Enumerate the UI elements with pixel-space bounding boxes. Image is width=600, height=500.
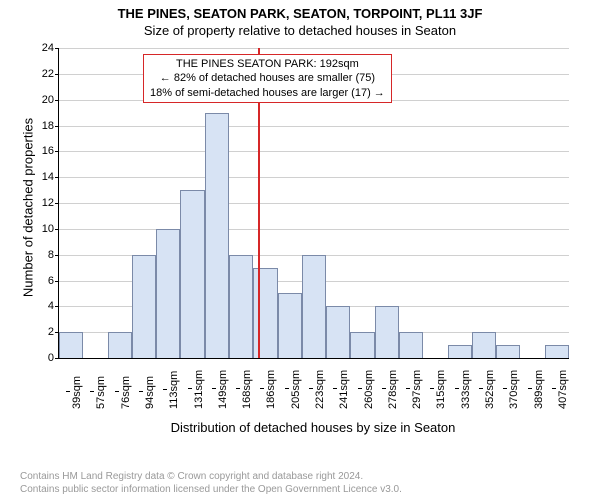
x-tick: 260sqm (363, 370, 375, 409)
x-axis-label: Distribution of detached houses by size … (58, 420, 568, 435)
y-tick: 6 (2, 275, 54, 287)
y-tick: 14 (2, 171, 54, 183)
histogram-bar (399, 332, 423, 358)
x-tick-container: 39sqm 57sqm 76sqm 94sqm 113sqm 131sqm 149sqm 16… (58, 364, 568, 424)
chart-subtitle: Size of property relative to detached ho… (0, 21, 600, 38)
annotation-box: THE PINES SEATON PARK: 192sqm ← 82% of d… (143, 54, 392, 103)
y-tick: 22 (2, 68, 54, 80)
chart-title: THE PINES, SEATON PARK, SEATON, TORPOINT… (0, 0, 600, 21)
histogram-bar (326, 306, 350, 358)
x-tick: 389sqm (533, 370, 545, 409)
y-tick: 0 (2, 352, 54, 364)
y-tick: 2 (2, 326, 54, 338)
footer-line-2: Contains public sector information licen… (20, 483, 402, 496)
histogram-bar (108, 332, 132, 358)
x-tick: 149sqm (217, 370, 229, 409)
gridline (59, 48, 569, 49)
y-tick: 4 (2, 300, 54, 312)
x-tick: 76sqm (120, 376, 132, 409)
histogram-bar (253, 268, 277, 358)
x-tick: 370sqm (508, 370, 520, 409)
x-tick: 168sqm (241, 370, 253, 409)
histogram-bar (156, 229, 180, 358)
histogram-bar (59, 332, 83, 358)
y-tick: 18 (2, 120, 54, 132)
histogram-bar (472, 332, 496, 358)
histogram-bar (229, 255, 253, 358)
annotation-line-1: THE PINES SEATON PARK: 192sqm (150, 57, 385, 71)
y-tick-container: 024681012141618202224 (0, 48, 58, 358)
x-tick: 241sqm (338, 370, 350, 409)
gridline (59, 203, 569, 204)
x-tick: 205sqm (290, 370, 302, 409)
x-tick: 57sqm (95, 376, 107, 409)
y-tick: 12 (2, 197, 54, 209)
histogram-bar (205, 113, 229, 358)
x-tick: 352sqm (484, 370, 496, 409)
histogram-bar (180, 190, 204, 358)
y-tick: 20 (2, 94, 54, 106)
x-tick: 131sqm (193, 370, 205, 409)
y-tick: 24 (2, 42, 54, 54)
x-tick: 94sqm (144, 376, 156, 409)
x-tick: 113sqm (168, 371, 180, 409)
x-tick: 333sqm (460, 370, 472, 409)
histogram-bar (350, 332, 374, 358)
histogram-bar (132, 255, 156, 358)
y-tick: 16 (2, 145, 54, 157)
x-tick: 297sqm (411, 370, 423, 409)
histogram-bar (375, 306, 399, 358)
x-tick: 315sqm (435, 370, 447, 409)
gridline (59, 151, 569, 152)
footer-text: Contains HM Land Registry data © Crown c… (20, 470, 402, 496)
histogram-bar (545, 345, 569, 358)
y-tick: 8 (2, 249, 54, 261)
x-tick: 39sqm (71, 376, 83, 409)
x-tick: 407sqm (557, 370, 569, 409)
gridline (59, 229, 569, 230)
annotation-line-2: ← 82% of detached houses are smaller (75… (150, 71, 385, 85)
histogram-bar (278, 293, 302, 358)
histogram-bar (448, 345, 472, 358)
x-tick: 278sqm (387, 370, 399, 409)
gridline (59, 126, 569, 127)
histogram-bar (302, 255, 326, 358)
annotation-line-3: 18% of semi-detached houses are larger (… (150, 86, 385, 100)
y-tick: 10 (2, 223, 54, 235)
histogram-bar (496, 345, 520, 358)
gridline (59, 177, 569, 178)
x-tick: 223sqm (314, 370, 326, 409)
footer-line-1: Contains HM Land Registry data © Crown c… (20, 470, 402, 483)
x-tick: 186sqm (265, 370, 277, 409)
